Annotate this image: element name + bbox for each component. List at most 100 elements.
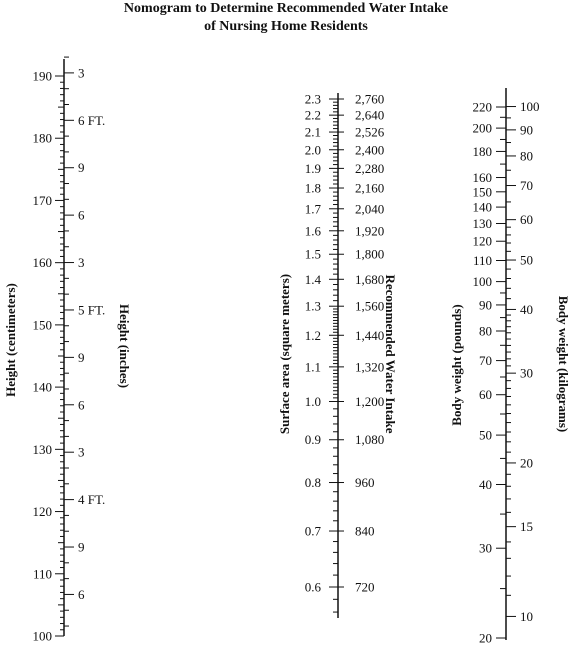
water-intake-tick-label: 1,800 bbox=[355, 247, 384, 262]
water-intake-tick-label: 2,760 bbox=[355, 92, 384, 107]
weight-kg-tick-label: 40 bbox=[520, 302, 533, 317]
surface-area-tick-label: 0.8 bbox=[305, 475, 321, 490]
height-in-tick-label: 9 bbox=[78, 160, 85, 175]
weight-kg-tick-label: 20 bbox=[520, 455, 533, 470]
water-intake-tick-label: 1,680 bbox=[355, 272, 384, 287]
water-intake-tick-label: 2,040 bbox=[355, 201, 384, 216]
weight-lb-tick-label: 70 bbox=[479, 353, 492, 368]
weight-lb-tick-label: 160 bbox=[473, 170, 493, 185]
surface-area-tick-label: 1.1 bbox=[305, 359, 321, 374]
weight-lb-tick-label: 90 bbox=[479, 297, 492, 312]
height-in-tick-label: 3 bbox=[78, 65, 85, 80]
weight-lb-tick-label: 100 bbox=[473, 274, 493, 289]
surface-area-tick-label: 0.6 bbox=[305, 580, 322, 595]
height-in-tick-label: 5 FT. bbox=[78, 302, 105, 317]
height-in-tick-label: 9 bbox=[78, 350, 85, 365]
surface-area-axis-label: Surface area (square meters) bbox=[277, 274, 292, 434]
water-intake-tick-label: 1,920 bbox=[355, 223, 384, 238]
weight-lb-axis-label: Body weight (pounds) bbox=[449, 304, 464, 425]
weight-lb-tick-label: 180 bbox=[473, 144, 493, 159]
water-intake-axis-label: Recommended Water Intake bbox=[383, 274, 398, 433]
surface-area-tick-label: 2.3 bbox=[305, 92, 321, 107]
weight-lb-tick-label: 200 bbox=[473, 121, 493, 136]
weight-kg-tick-label: 15 bbox=[520, 519, 533, 534]
water-intake-tick-label: 840 bbox=[355, 524, 375, 539]
weight-lb-tick-label: 120 bbox=[473, 234, 493, 249]
weight-lb-tick-label: 30 bbox=[479, 541, 492, 556]
water-intake-tick-label: 720 bbox=[355, 580, 375, 595]
height-cm-tick-label: 130 bbox=[33, 442, 53, 457]
height-cm-axis-label: Height (centimeters) bbox=[3, 283, 18, 397]
height-in-tick-label: 3 bbox=[78, 255, 85, 270]
surface-area-tick-label: 2.0 bbox=[305, 142, 321, 157]
weight-kg-tick-label: 80 bbox=[520, 148, 533, 163]
height-in-tick-label: 6 bbox=[78, 397, 85, 412]
height-scale: 190 180 170 160 150 140 130 120 110 100 3 6 FT. 9 6 3 5… bbox=[33, 56, 105, 644]
height-cm-tick-label: 140 bbox=[33, 380, 53, 395]
surface-area-tick-label: 1.4 bbox=[305, 272, 322, 287]
height-in-tick-label: 9 bbox=[78, 540, 85, 555]
surface-area-tick-label: 1.0 bbox=[305, 394, 321, 409]
height-cm-tick-label: 110 bbox=[33, 566, 52, 581]
height-in-tick-label: 6 bbox=[78, 208, 85, 223]
water-intake-tick-label: 2,640 bbox=[355, 108, 384, 123]
height-in-tick-label: 4 FT. bbox=[78, 492, 105, 507]
weight-kg-tick-label: 10 bbox=[520, 609, 533, 624]
surface-area-tick-label: 1.8 bbox=[305, 181, 321, 196]
surface-area-tick-label: 1.9 bbox=[305, 161, 321, 176]
weight-lb-tick-label: 140 bbox=[473, 200, 493, 215]
surface-area-tick-label: 0.9 bbox=[305, 432, 321, 447]
height-cm-tick-label: 160 bbox=[33, 255, 53, 270]
surface-area-tick-label: 1.7 bbox=[305, 201, 322, 216]
surface-area-tick-label: 1.3 bbox=[305, 299, 321, 314]
surface-area-tick-label: 1.6 bbox=[305, 223, 322, 238]
height-cm-tick-label: 120 bbox=[33, 504, 53, 519]
height-cm-tick-label: 150 bbox=[33, 317, 53, 332]
water-intake-tick-label: 1,440 bbox=[355, 328, 384, 343]
weight-lb-tick-label: 40 bbox=[479, 477, 492, 492]
height-in-tick-label: 6 FT. bbox=[78, 113, 105, 128]
weight-lb-tick-label: 130 bbox=[473, 216, 493, 231]
weight-kg-axis-label: Body weight (kilograms) bbox=[556, 296, 571, 433]
water-intake-tick-label: 2,526 bbox=[355, 125, 385, 140]
title-line-1: Nomogram to Determine Recommended Water … bbox=[123, 1, 449, 16]
weight-kg-tick-label: 30 bbox=[520, 366, 533, 381]
weight-lb-tick-label: 80 bbox=[479, 324, 492, 339]
weight-kg-tick-label: 90 bbox=[520, 122, 533, 137]
water-intake-tick-label: 2,280 bbox=[355, 161, 384, 176]
height-cm-tick-label: 100 bbox=[33, 629, 53, 644]
weight-lb-tick-label: 20 bbox=[479, 631, 492, 646]
weight-kg-tick-label: 50 bbox=[520, 253, 533, 268]
surface-area-scale: 2.32.2 2.1 2.0 1.9 1.8 1.7 1.6 1.5 1.4 1.3 1.2 1.1 1… bbox=[305, 92, 385, 618]
weight-lb-tick-label: 60 bbox=[479, 387, 492, 402]
water-intake-tick-label: 1,080 bbox=[355, 432, 384, 447]
height-in-tick-label: 3 bbox=[78, 445, 85, 460]
height-in-axis-label: Height (inches) bbox=[117, 304, 132, 388]
water-intake-tick-label: 2,400 bbox=[355, 142, 384, 157]
height-cm-tick-label: 180 bbox=[33, 131, 53, 146]
surface-area-tick-label: 0.7 bbox=[305, 524, 322, 539]
page-title: Nomogram to Determine Recommended Water … bbox=[0, 0, 572, 36]
water-intake-tick-label: 1,560 bbox=[355, 299, 384, 314]
water-intake-tick-label: 1,320 bbox=[355, 359, 384, 374]
height-cm-tick-label: 190 bbox=[33, 69, 53, 84]
weight-lb-tick-label: 50 bbox=[479, 428, 492, 443]
weight-lb-tick-label: 220 bbox=[473, 100, 493, 115]
title-line-2: of Nursing Home Residents bbox=[204, 19, 368, 34]
surface-area-tick-label: 1.5 bbox=[305, 247, 321, 262]
height-in-tick-label: 6 bbox=[78, 587, 85, 602]
weight-kg-tick-label: 60 bbox=[520, 212, 533, 227]
surface-area-tick-label: 1.2 bbox=[305, 328, 321, 343]
surface-area-tick-label: 2.2 bbox=[305, 108, 321, 123]
weight-lb-tick-label: 110 bbox=[473, 253, 492, 268]
weight-kg-tick-label: 100 bbox=[520, 99, 540, 114]
water-intake-tick-label: 2,160 bbox=[355, 181, 384, 196]
weight-kg-tick-label: 70 bbox=[520, 178, 533, 193]
water-intake-tick-label: 1,200 bbox=[355, 394, 384, 409]
height-cm-tick-label: 170 bbox=[33, 193, 53, 208]
weight-lb-tick-label: 150 bbox=[473, 184, 493, 199]
water-intake-tick-label: 960 bbox=[355, 475, 375, 490]
surface-area-tick-label: 2.1 bbox=[305, 125, 321, 140]
